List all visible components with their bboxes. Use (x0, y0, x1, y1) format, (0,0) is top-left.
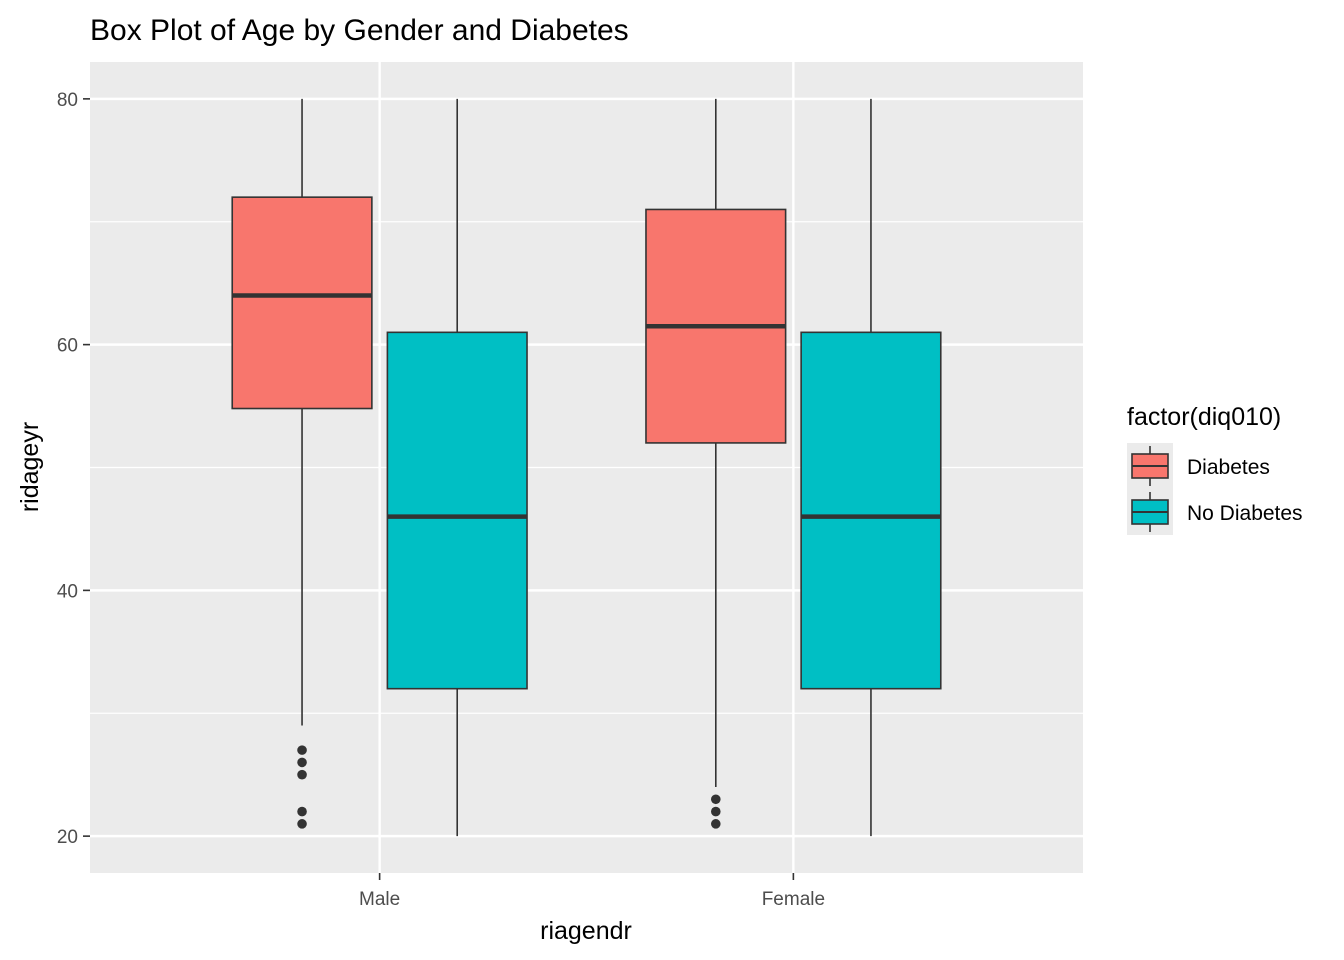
legend-key-diabetes: Diabetes (1127, 443, 1270, 489)
x-axis-title: riagendr (540, 917, 632, 945)
box-no-diabetes-male (386, 98, 528, 837)
box-diabetes-female (645, 98, 787, 829)
legend-key-no-diabetes: No Diabetes (1127, 489, 1303, 535)
legend-entry-label: No Diabetes (1187, 502, 1303, 525)
box-series (231, 98, 942, 837)
legend-title: factor(diq010) (1127, 403, 1281, 431)
box-iqr (386, 331, 528, 690)
outlier-point (710, 794, 721, 805)
legend-entry-label: Diabetes (1187, 456, 1270, 479)
outlier-point (297, 745, 307, 755)
box-diabetes-male (231, 98, 373, 829)
box-iqr (800, 331, 942, 690)
x-axis: Male Female (359, 873, 825, 910)
outlier-point (297, 757, 307, 768)
box-no-diabetes-female (800, 98, 942, 837)
outlier-point (710, 819, 721, 829)
y-axis-title: ridageyr (16, 422, 44, 512)
y-tick-label: 40 (57, 581, 78, 602)
y-axis: 20 40 60 80 (57, 90, 90, 848)
x-tick-label: Female (762, 889, 825, 910)
outlier-point (710, 806, 721, 817)
box-iqr (231, 196, 373, 410)
outlier-point (297, 819, 307, 829)
chart-title: Box Plot of Age by Gender and Diabetes (90, 14, 629, 47)
legend: factor(diq010) Diabetes No Diabetes (1127, 403, 1303, 535)
x-tick-label: Male (359, 889, 400, 910)
outlier-point (297, 769, 307, 780)
y-tick-label: 80 (57, 90, 78, 111)
y-tick-label: 20 (57, 827, 78, 848)
y-tick-label: 60 (57, 336, 78, 357)
outlier-point (297, 806, 307, 817)
